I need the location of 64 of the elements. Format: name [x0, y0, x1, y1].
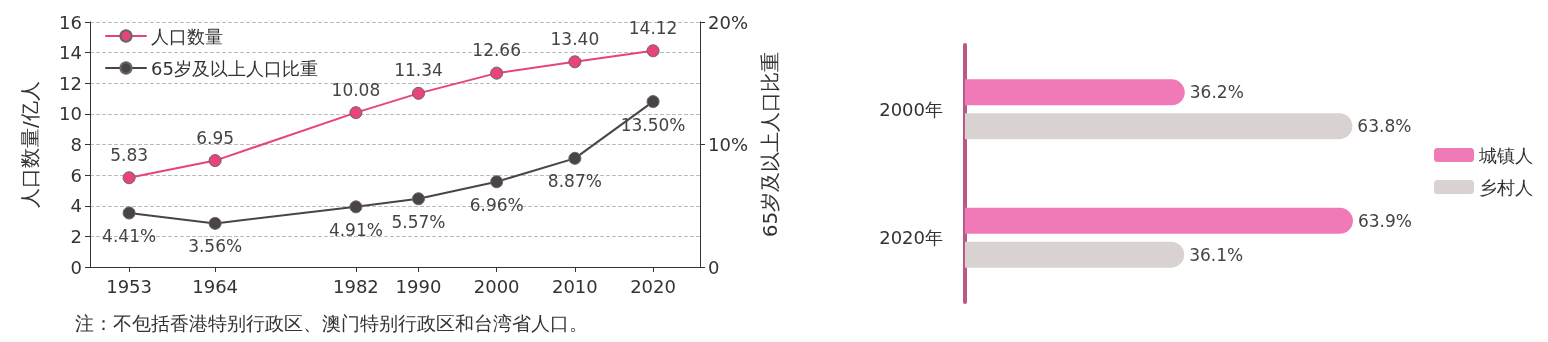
x-tick-label: 1990	[395, 275, 442, 297]
text: 注：不包括香港特别行政区、澳门特别行政区和台湾省人口。	[75, 311, 588, 334]
data-label: 3.56%	[188, 236, 243, 257]
point	[208, 216, 222, 230]
legend-label: 城镇人	[1478, 144, 1533, 166]
y-tick-label: 14	[59, 42, 82, 64]
data-label: 13.40	[550, 28, 600, 49]
bar	[965, 79, 1185, 106]
legend-label: 乡村人	[1479, 176, 1533, 198]
y-tick-label: 2	[70, 225, 82, 247]
x-tick-label: 1953	[106, 275, 153, 297]
data-label: 10.08	[331, 79, 381, 100]
y2-axis-title: 65岁及以上人口比重	[758, 51, 782, 238]
data-label: 36.1%	[1189, 244, 1244, 265]
point	[568, 55, 582, 69]
point	[122, 171, 136, 185]
y2-tick-label: 10%	[708, 134, 749, 155]
point	[411, 192, 425, 206]
x-tick-label: 2000	[473, 275, 520, 297]
data-label: 36.2%	[1189, 82, 1244, 103]
data-label: 8.87%	[547, 171, 602, 192]
point	[646, 44, 660, 58]
y-tick-label: 16	[59, 11, 82, 33]
point	[349, 106, 363, 120]
y-tick-label: 2000年	[879, 98, 943, 120]
data-label: 5.83	[110, 144, 149, 165]
data-label: 12.66	[472, 40, 521, 61]
data-label: 4.91%	[328, 219, 383, 240]
data-label: 6.95	[196, 127, 235, 148]
y-tick-label: 12	[59, 72, 82, 94]
point	[208, 154, 222, 168]
x-tick-label: 2020	[630, 275, 676, 297]
data-label: 63.9%	[1357, 210, 1412, 231]
y-tick-label: 0	[70, 256, 82, 278]
legend-label: 65岁及以上人口比重	[151, 57, 318, 79]
point	[490, 66, 504, 80]
bar	[965, 113, 1353, 140]
data-label: 5.57%	[391, 211, 446, 232]
y-axis-title: 人口数量/亿人	[18, 81, 42, 208]
y-tick-label: 6	[70, 164, 82, 186]
legend-label: 人口数量	[151, 25, 223, 47]
y-tick-label: 4	[70, 195, 82, 217]
point	[568, 151, 582, 165]
point	[490, 175, 504, 189]
x-tick-label: 1982	[332, 275, 379, 297]
point	[411, 86, 425, 100]
data-label: 6.96%	[469, 194, 524, 215]
data-label: 14.12	[628, 17, 678, 38]
y2-tick-label: 0	[708, 256, 720, 278]
data-label: 4.41%	[102, 225, 157, 246]
x-tick-label: 2010	[551, 275, 598, 297]
y-tick-label: 10	[59, 103, 82, 125]
y-tick-label: 8	[70, 134, 82, 155]
point	[349, 200, 363, 214]
data-label: 63.8%	[1357, 116, 1412, 137]
bar	[965, 241, 1185, 268]
y2-tick-label: 20%	[708, 11, 749, 33]
y-tick-label: 2020年	[879, 227, 943, 249]
point	[646, 95, 660, 109]
data-label: 11.34	[394, 60, 443, 81]
bar	[965, 207, 1353, 234]
point	[122, 206, 136, 220]
x-tick-label: 1964	[192, 275, 239, 297]
data-label: 13.50%	[620, 114, 686, 135]
